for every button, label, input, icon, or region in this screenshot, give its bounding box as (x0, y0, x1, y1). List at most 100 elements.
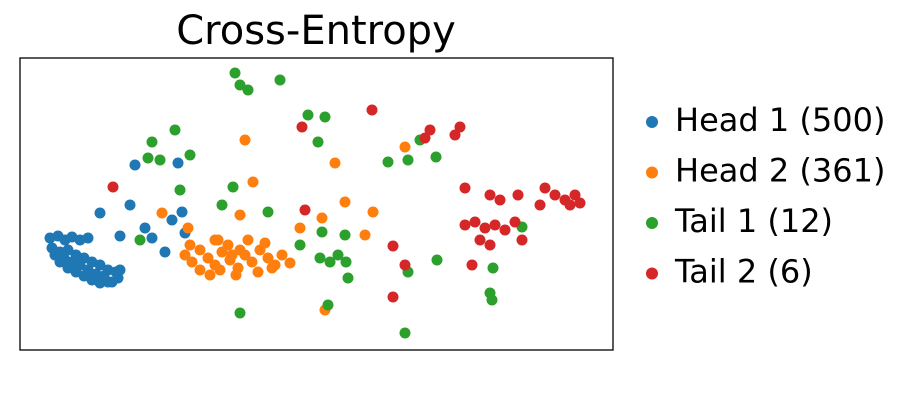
point (262, 206, 274, 218)
point (312, 136, 324, 148)
point (129, 159, 141, 171)
point (329, 157, 341, 169)
point (226, 249, 238, 261)
point (49, 249, 61, 261)
point (449, 129, 461, 141)
point (367, 206, 379, 218)
point (184, 149, 196, 161)
point (174, 184, 186, 196)
point (234, 209, 246, 221)
point (214, 264, 226, 276)
point (204, 269, 216, 281)
point (106, 276, 118, 288)
legend-marker (646, 166, 658, 179)
point (564, 199, 576, 211)
point (222, 239, 234, 251)
point (382, 156, 394, 168)
point (387, 240, 399, 252)
chart-title: Cross-Entropy (176, 8, 456, 54)
point (82, 232, 94, 244)
point (234, 307, 246, 319)
point (294, 222, 306, 234)
point (322, 299, 334, 311)
point (234, 79, 246, 91)
point (246, 256, 258, 268)
point (154, 154, 166, 166)
point (569, 189, 581, 201)
point (114, 230, 126, 242)
point (466, 259, 478, 271)
point (229, 67, 241, 79)
point (431, 254, 443, 266)
legend-label: Tail 2 (6) (674, 253, 813, 291)
point (430, 151, 442, 163)
legend-marker (646, 116, 658, 128)
point (366, 104, 378, 116)
point (296, 121, 308, 133)
point (499, 224, 511, 236)
point (107, 181, 119, 193)
point (399, 141, 411, 153)
point (239, 134, 251, 146)
point (342, 272, 354, 284)
point (159, 246, 171, 258)
point (339, 229, 351, 241)
point (202, 252, 214, 264)
legend-label: Head 2 (361) (675, 152, 885, 190)
point (227, 181, 239, 193)
point (169, 124, 181, 136)
point (339, 196, 351, 208)
point (474, 234, 486, 246)
point (266, 262, 278, 274)
point (182, 222, 194, 234)
point (319, 111, 331, 123)
point (459, 182, 471, 194)
point (186, 256, 198, 268)
point (487, 262, 499, 274)
point (324, 256, 336, 268)
point (387, 291, 399, 303)
point (419, 132, 431, 144)
point (194, 264, 206, 276)
point (230, 269, 242, 281)
point (314, 252, 326, 264)
point (242, 84, 254, 96)
point (484, 239, 496, 251)
point (489, 219, 501, 231)
point (146, 136, 158, 148)
point (242, 234, 254, 246)
point (539, 182, 551, 194)
point (424, 124, 436, 136)
point (516, 234, 528, 246)
point (252, 266, 264, 278)
point (142, 152, 154, 164)
point (176, 206, 188, 218)
legend-label: Head 1 (500) (675, 101, 885, 139)
point (247, 176, 259, 188)
point (259, 237, 271, 249)
point (574, 197, 586, 209)
point (534, 199, 546, 211)
point (294, 239, 306, 251)
legend-label: Tail 1 (12) (674, 202, 833, 240)
legend-marker (646, 217, 658, 229)
point (166, 214, 178, 226)
point (332, 249, 344, 261)
point (512, 189, 524, 201)
point (156, 207, 168, 219)
point (194, 244, 206, 256)
point (179, 249, 191, 261)
point (209, 234, 221, 246)
point (469, 216, 481, 228)
legend-marker (646, 267, 658, 280)
point (172, 157, 184, 169)
point (146, 232, 158, 244)
point (74, 259, 86, 271)
point (484, 189, 496, 201)
point (486, 294, 498, 306)
point (134, 234, 146, 246)
point (340, 256, 352, 268)
point (402, 154, 414, 166)
